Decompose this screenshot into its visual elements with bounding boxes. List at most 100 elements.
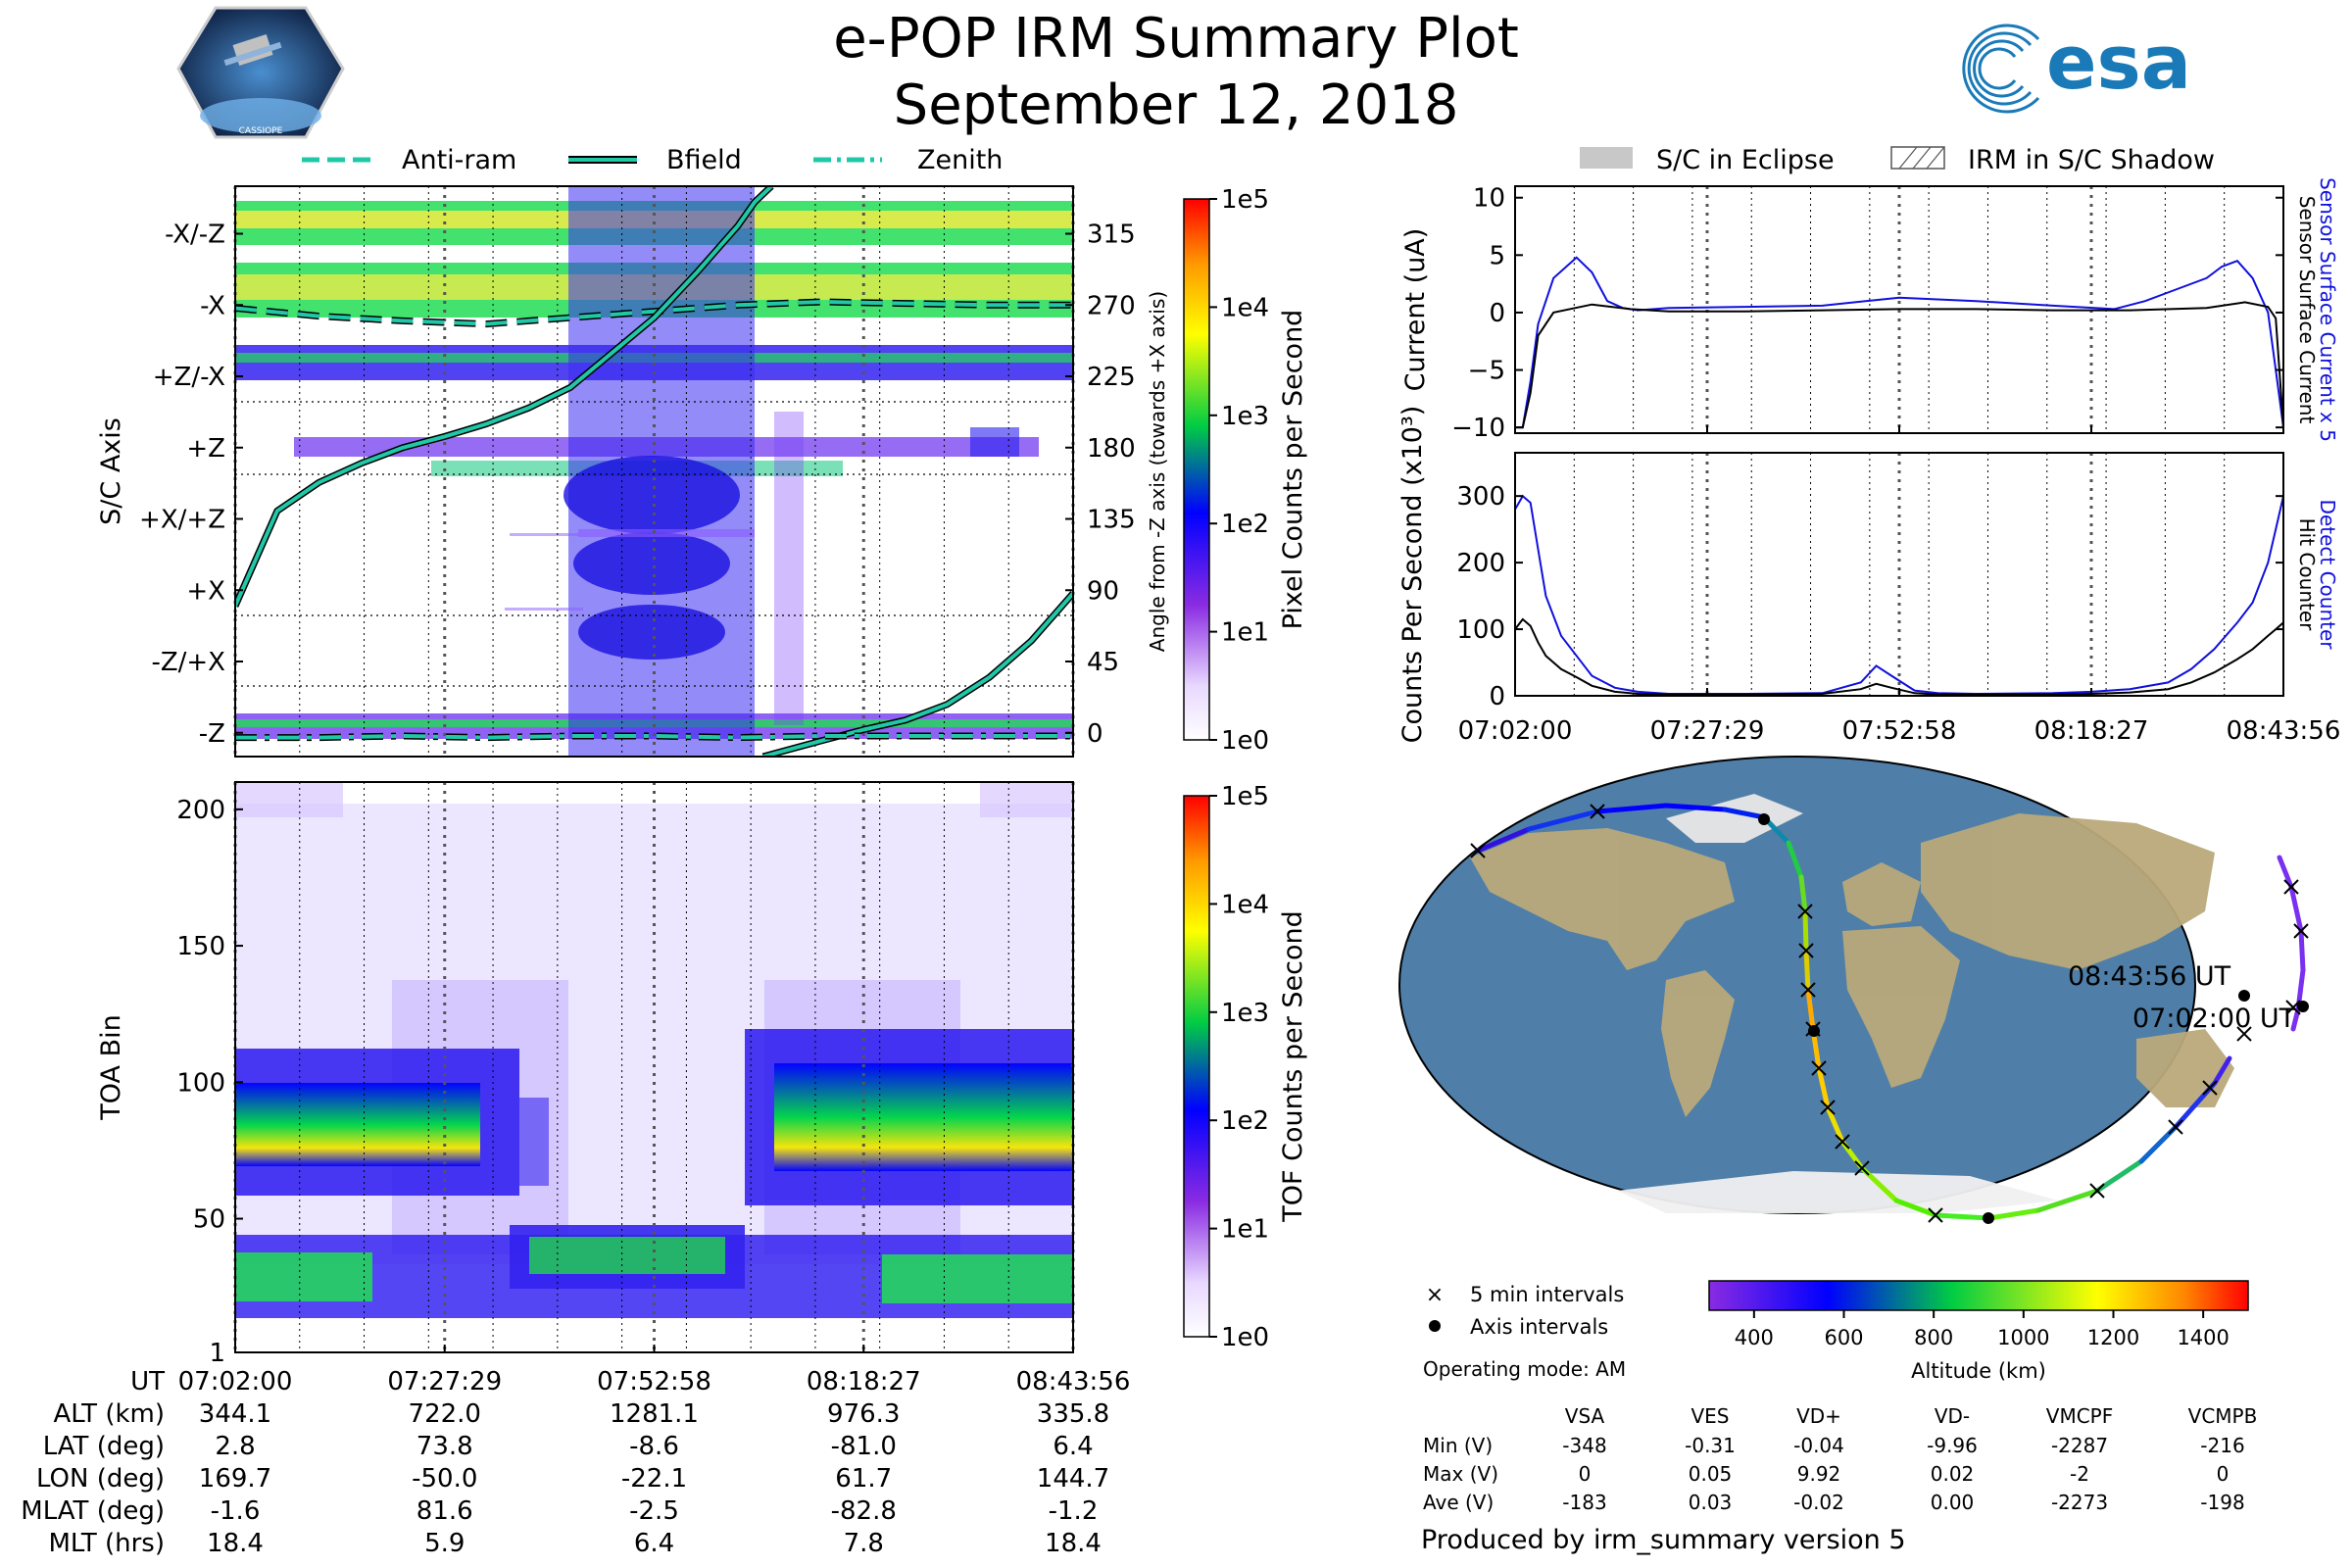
- angle-ytick-label: 225: [1087, 363, 1136, 392]
- voltage-cell: 0.02: [1931, 1462, 1975, 1486]
- orbit-segment: [1933, 1212, 1992, 1221]
- current-ticks: 10 5 0 −5 −10: [1451, 184, 2284, 443]
- five-min-marker: [2293, 923, 2309, 939]
- angle-axis-label: Angle from -Z axis (towards +X axis): [1146, 291, 1169, 652]
- sc-axis-ytick-label: +X: [186, 576, 225, 606]
- ytick-label: 10: [1473, 184, 1505, 214]
- axis-interval-marker: [1758, 813, 1770, 825]
- toa-ytick-label: 1: [209, 1339, 225, 1368]
- orbit-segment: [1986, 1207, 2041, 1221]
- angle-ytick-label: 315: [1087, 220, 1136, 250]
- end-time-label: 08:43:56 UT: [2068, 961, 2231, 992]
- voltage-cell: -2287: [2051, 1434, 2108, 1457]
- voltage-cell: 0: [2217, 1462, 2230, 1486]
- tof-colorbar-ticks: 1e0 1e1 1e2 1e3 1e4 1e5: [1209, 782, 1269, 1352]
- angle-ytick-label: 45: [1087, 648, 1119, 677]
- table-cell: 08:43:56: [1016, 1367, 1131, 1396]
- plot-subtitle: September 12, 2018: [894, 74, 1459, 137]
- table-cell: -50.0: [412, 1464, 477, 1494]
- five-min-marker: [1798, 943, 1814, 958]
- table-cell: 81.6: [416, 1496, 473, 1526]
- sc-axis-ytick-label: -Z: [199, 719, 225, 749]
- xtick-label: 08:43:56: [2227, 716, 2341, 746]
- axis-interval-label: Axis intervals: [1470, 1315, 1608, 1339]
- five-min-marker: [2236, 1026, 2252, 1042]
- colorbar-tick-label: 1e3: [1221, 999, 1269, 1028]
- table-row-label: LON (deg): [36, 1464, 165, 1494]
- altitude-colorbar: 400 600 800 1000 1200 1400 Altitude (km): [1708, 1280, 2249, 1383]
- voltage-cell: -348: [1562, 1434, 1606, 1457]
- xtick-label: 07:02:00: [1458, 716, 1573, 746]
- altitude-colorbar-ticks: 400 600 800 1000 1200 1400: [1735, 1310, 2230, 1349]
- voltage-row-label: Ave (V): [1423, 1491, 1494, 1514]
- table-cell: 976.3: [827, 1399, 900, 1429]
- sc-axis-ytick-label: -Z/+X: [151, 648, 225, 677]
- table-row-label: MLAT (deg): [21, 1496, 165, 1526]
- voltage-cell: -0.04: [1793, 1434, 1844, 1457]
- pixel-colorbar: 1e0 1e1 1e2 1e3 1e4 1e5 Pixel Counts per Seco…: [1183, 185, 1308, 756]
- table-cell: 73.8: [416, 1432, 473, 1461]
- five-min-marker: [1470, 843, 1486, 858]
- orbit-segment: [2094, 1158, 2144, 1194]
- voltage-cell: -2273: [2051, 1491, 2108, 1514]
- series-bfield-1: [235, 186, 773, 608]
- voltage-cell: 0.00: [1931, 1491, 1975, 1514]
- five-min-marker: [1854, 1160, 1870, 1176]
- sc-axis-ytick-label: +Z: [186, 434, 225, 464]
- series-hit-counter: [1515, 617, 2283, 696]
- operating-mode: Operating mode: AM: [1423, 1357, 1626, 1381]
- voltage-header: VES: [1690, 1404, 1729, 1428]
- altitude-tick-label: 1000: [1997, 1326, 2049, 1349]
- tof-colorbar-label: TOF Counts per Second: [1278, 910, 1308, 1223]
- zenith-legend-label: Zenith: [917, 145, 1003, 175]
- altitude-tick-label: 1400: [2177, 1326, 2229, 1349]
- toa-ytick-label: 150: [176, 932, 225, 961]
- table-cell: 18.4: [207, 1529, 264, 1558]
- table-cell: 1281.1: [610, 1399, 699, 1429]
- table-cell: 344.1: [199, 1399, 271, 1429]
- five-min-marker: [1590, 804, 1605, 819]
- series-anti-ram-0: [235, 300, 1073, 326]
- table-cell: 18.4: [1045, 1529, 1102, 1558]
- ytick-label: 100: [1456, 615, 1505, 645]
- voltage-cell: -183: [1562, 1491, 1606, 1514]
- ytick-label: −5: [1468, 357, 1505, 386]
- table-cell: -8.6: [629, 1432, 679, 1461]
- counts-ylabel: Counts Per Second (x10³): [1397, 406, 1428, 744]
- voltage-cell: 0: [1579, 1462, 1592, 1486]
- voltage-cell: -0.31: [1685, 1434, 1736, 1457]
- colorbar-tick-label: 1e5: [1221, 185, 1269, 215]
- orbit-segment: [1893, 1198, 1938, 1218]
- counts-y2label-black: Hit Counter: [2295, 518, 2319, 631]
- ytick-label: 300: [1456, 482, 1505, 512]
- table-cell: -22.1: [621, 1464, 687, 1494]
- axis-interval-marker: [1808, 1025, 1820, 1037]
- five-min-marker-icon: ×: [1426, 1283, 1444, 1307]
- table-cell: 08:18:27: [807, 1367, 921, 1396]
- orbit-map: 08:43:56 UT 07:02:00 UT: [1398, 756, 2309, 1224]
- voltage-cell: 0.05: [1689, 1462, 1733, 1486]
- pixel-colorbar-ticks: 1e0 1e1 1e2 1e3 1e4 1e5: [1209, 185, 1269, 756]
- voltage-header: VMCPF: [2046, 1404, 2113, 1428]
- table-cell: 61.7: [835, 1464, 892, 1494]
- plot-title: e-POP IRM Summary Plot: [833, 7, 1519, 71]
- angle-ytick-label: 90: [1087, 576, 1119, 606]
- sc-axis-boundaries: [235, 401, 1073, 687]
- table-cell: 6.4: [1053, 1432, 1093, 1461]
- voltage-cell: -9.96: [1927, 1434, 1978, 1457]
- xtick-label: 07:52:58: [1842, 716, 1957, 746]
- angle-ytick-label: 0: [1087, 719, 1103, 749]
- table-cell: 6.4: [634, 1529, 674, 1558]
- series-detect-counter: [1515, 494, 2283, 696]
- orbit-segment: [1594, 803, 1669, 814]
- series-sensor-surface-current: [1515, 301, 2283, 429]
- colorbar-tick-label: 1e0: [1221, 1323, 1269, 1352]
- table-cell: -1.2: [1049, 1496, 1099, 1526]
- axis-interval-marker: [2297, 1001, 2309, 1012]
- five-min-marker: [1835, 1134, 1850, 1150]
- orbit-segment: [1816, 1065, 1831, 1110]
- sc-axis-ylabel: S/C Axis: [96, 417, 126, 525]
- voltage-cell: -0.02: [1793, 1491, 1844, 1514]
- colorbar-tick-label: 1e2: [1221, 1106, 1269, 1136]
- series-sensor-surface-current-x-5: [1515, 256, 2283, 429]
